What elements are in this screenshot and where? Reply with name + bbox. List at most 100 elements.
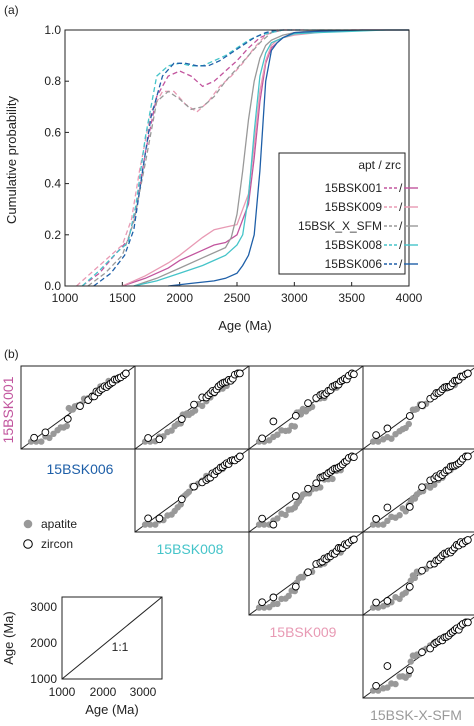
apatite-point <box>261 521 268 528</box>
apatite-point <box>411 574 419 582</box>
zircon-point <box>383 662 392 670</box>
legend-label-15bsk006: 15BSK006 <box>325 257 383 271</box>
zircon-point <box>144 514 152 523</box>
zircon-point <box>405 582 414 591</box>
scale-key: 1:1 3000 2000 1000 1000 2000 3000 Age (M… <box>1 596 163 717</box>
apatite-point <box>282 511 289 519</box>
zircon-point <box>383 597 392 605</box>
panel-label-b: (b) <box>4 347 19 361</box>
zircon-point <box>236 369 244 378</box>
scale-key-ytick-3000: 3000 <box>30 600 57 614</box>
apatite-label: apatite <box>41 517 77 531</box>
apatite-point <box>274 600 281 607</box>
apatite-point <box>255 521 263 528</box>
y-tick-label: 0.0 <box>44 279 61 293</box>
cdf-series <box>76 29 409 287</box>
zircon-point <box>464 536 472 544</box>
zircon-point <box>383 424 392 433</box>
panel-label-a: (a) <box>4 3 19 17</box>
x-tick-labels: 1000 1500 2000 2500 3000 3500 4000 <box>52 282 423 305</box>
zircon-point <box>258 598 266 607</box>
apatite-point <box>274 515 281 522</box>
apatite-point <box>147 521 154 528</box>
apatite-point <box>375 521 382 528</box>
zircon-point <box>405 412 414 420</box>
apatite-point <box>407 658 414 665</box>
zircon-point <box>464 369 472 378</box>
apatite-point <box>380 521 387 528</box>
y-axis-label: Cumulative probability <box>4 96 19 224</box>
sample-label-15bsk006: 15BSK006 <box>47 461 114 477</box>
legend-label-15bsk-x-sfm: 15BSK_X_SFM <box>298 219 382 233</box>
apatite-marker <box>23 519 33 529</box>
zircon-point <box>304 484 312 493</box>
series-15bsk006-apatite <box>93 29 301 287</box>
zircon-point <box>383 503 392 512</box>
sample-label-15bsk-x-sfm: 15BSK-X-SFM <box>370 707 462 723</box>
apatite-point <box>191 407 199 414</box>
qq-cell <box>134 448 250 533</box>
scale-key-xtick-3000: 3000 <box>130 685 157 699</box>
series-15bsk008-zircon <box>133 29 409 287</box>
apatite-point <box>413 405 421 413</box>
y-tick-label: 0.8 <box>44 74 61 88</box>
series-15bsk009-zircon <box>122 29 409 287</box>
zircon-point <box>405 666 414 674</box>
x-tick-label: 2000 <box>166 291 193 305</box>
series-15bsk001-apatite <box>81 29 306 287</box>
apatite-point <box>285 427 292 434</box>
one-to-one-label: 1:1 <box>112 640 129 654</box>
qq-cell <box>362 614 474 699</box>
legend-separator: / <box>399 257 403 271</box>
zircon-point <box>350 535 358 544</box>
scale-key-ytick-1000: 1000 <box>30 672 57 686</box>
zircon-point <box>291 582 300 591</box>
zircon-point <box>144 434 152 442</box>
apatite-point <box>405 420 412 428</box>
legend-separator: / <box>399 181 403 195</box>
zircon-point <box>155 435 164 444</box>
apatite-point <box>329 475 336 483</box>
x-tick-label: 1500 <box>109 291 136 305</box>
apatite-point <box>168 427 175 434</box>
y-tick-labels: 0.0 0.2 0.4 0.6 0.8 1.0 <box>44 23 69 293</box>
scale-key-ylabel: Age (Ma) <box>1 611 16 664</box>
sample-label-15bsk008: 15BSK008 <box>157 541 224 557</box>
y-tick-label: 0.6 <box>44 125 61 139</box>
zircon-point <box>405 503 414 511</box>
sample-label-15bsk001: 15BSK001 <box>0 376 16 443</box>
qq-matrix <box>20 365 474 699</box>
legend-box <box>278 152 406 275</box>
scale-key-ytick-2000: 2000 <box>30 636 57 650</box>
zircon-point <box>76 402 84 410</box>
qq-cell <box>248 448 364 533</box>
x-tick-label: 1000 <box>52 291 79 305</box>
legend-label-15bsk001: 15BSK001 <box>325 181 383 195</box>
qq-cell <box>362 531 474 616</box>
zircon-point <box>464 618 472 627</box>
zircon-point <box>350 370 358 379</box>
apatite-point <box>392 680 399 688</box>
qq-cell <box>362 448 474 533</box>
legend-label-15bsk008: 15BSK008 <box>325 238 383 252</box>
zircon-point <box>258 514 266 523</box>
apatite-point <box>50 430 57 437</box>
mineral-legend: apatite zircon <box>23 517 77 551</box>
scale-key-xlabel: Age (Ma) <box>85 702 138 717</box>
zircon-point <box>418 566 426 575</box>
zircon-marker <box>23 539 33 549</box>
apatite-point <box>369 438 377 445</box>
legend-label-15bsk009: 15BSK009 <box>325 200 383 214</box>
apatite-point <box>38 438 45 445</box>
y-tick-label: 0.2 <box>44 228 61 242</box>
x-tick-label: 3000 <box>281 291 308 305</box>
zircon-point <box>177 415 186 423</box>
zircon-point <box>269 417 278 426</box>
qq-cell <box>362 365 474 450</box>
zircon-point <box>304 568 312 577</box>
zircon-point <box>418 483 426 492</box>
zircon-point <box>258 434 266 443</box>
legend-separator: / <box>399 200 403 214</box>
zircon-point <box>312 479 321 488</box>
